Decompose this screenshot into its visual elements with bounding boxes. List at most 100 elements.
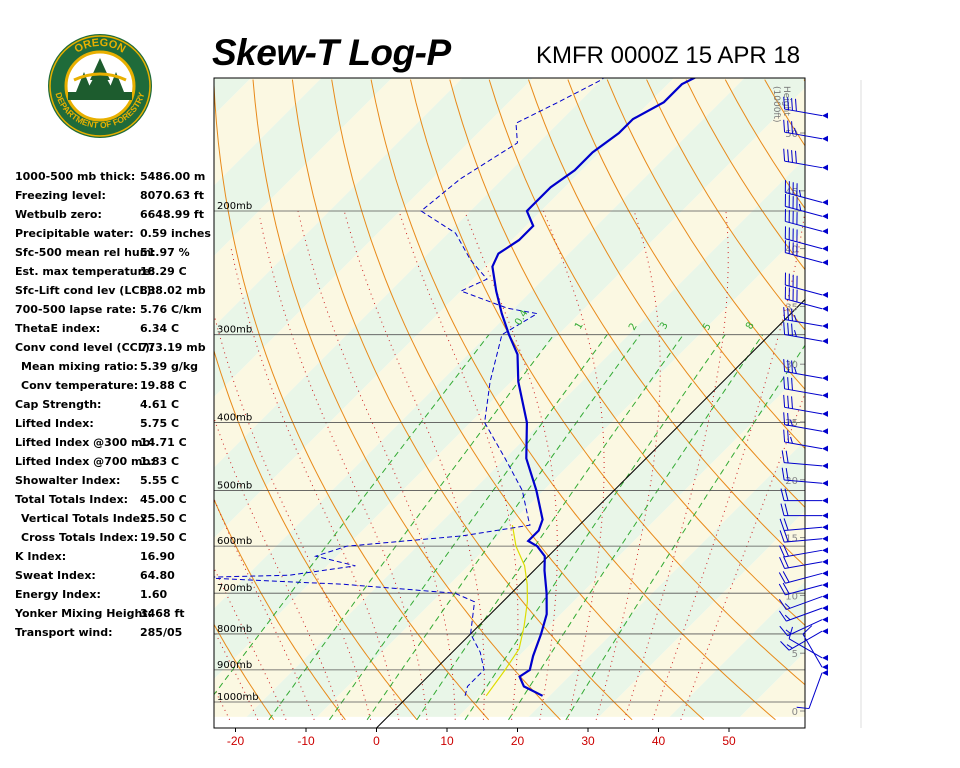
isotherm-band: [669, 581, 805, 717]
sounding-series: [214, 78, 697, 697]
moist-adiabat: [214, 566, 287, 720]
wind-barb-feather: [791, 150, 793, 163]
mixing-ratio-line: [366, 334, 641, 721]
dewpoint-trace: [214, 78, 605, 696]
height-tick-label: 35: [785, 302, 798, 313]
wind-barb-base: [822, 112, 828, 119]
wind-barb-staff: [784, 388, 823, 396]
x-tick-label: 20: [511, 734, 525, 748]
wind-barb-feather: [791, 308, 793, 321]
wind-barb-feather: [791, 377, 793, 391]
wind-barb-feather: [782, 571, 790, 583]
isotherm-band: [317, 228, 805, 717]
wind-barb-staff: [784, 561, 823, 569]
pressure-label: 500mb: [217, 481, 252, 492]
wind-barb-staff: [784, 441, 823, 450]
parcel-trace: [485, 524, 529, 697]
stat-row: Lifted Index: 5.75 C: [15, 414, 215, 433]
wind-barb-feather: [791, 98, 793, 111]
dry-adiabat: [488, 79, 805, 567]
wind-barb-staff: [784, 406, 823, 415]
height-axis-unit: (1000ft): [771, 86, 781, 122]
wind-barb-staff: [785, 572, 823, 584]
wind-barb-feather: [795, 150, 797, 164]
wind-barb-staff: [784, 526, 823, 532]
wind-barb-base: [822, 654, 828, 661]
wind-barb-base: [822, 547, 828, 554]
stat-label: Lifted Index:: [15, 417, 94, 430]
wind-barb: [779, 616, 828, 637]
wind-barb-feather: [788, 626, 793, 639]
height-tick-label: 10: [785, 591, 798, 602]
logo-outer-rim: [49, 35, 151, 137]
wind-barb-staff: [784, 462, 823, 467]
wind-barb-base: [822, 605, 828, 612]
stat-row: Lifted Index @700 mb: 1.83 C: [15, 452, 215, 471]
stat-value: 285/05: [140, 626, 183, 639]
wind-barb-feather: [783, 96, 786, 110]
dry-adiabat: [214, 349, 418, 721]
wind-barb-base: [822, 616, 828, 623]
wind-barb-base: [822, 570, 828, 577]
wind-barb-base: [822, 323, 828, 330]
wind-barb-feather: [787, 149, 790, 162]
x-tick-label: 30: [581, 734, 595, 748]
stat-row: Sfc-Lift cond lev (LCL): 838.02 mb: [15, 281, 215, 300]
dry-adiabat: [410, 79, 805, 686]
axis-labels: 1000mb 900mb 800mb 700mb 600mb 500mb 400mb 300m…: [217, 86, 805, 748]
wind-barb-feather: [783, 307, 786, 320]
wind-barb-base: [822, 428, 828, 435]
wind-barb-feather: [787, 395, 790, 409]
zero-isotherm: [375, 298, 805, 728]
dry-adiabat: [291, 79, 633, 721]
wind-barb-feather: [783, 322, 786, 335]
stat-row: Mean mixing ratio: 5.39 g/kg: [15, 357, 215, 376]
wind-barb-feather: [794, 314, 797, 322]
wind-barb-staff: [784, 424, 823, 432]
wind-barb-staff: [785, 205, 823, 217]
wind-barb-feather: [790, 419, 793, 427]
wind-barb-feather: [783, 376, 786, 389]
wind-barb-staff: [784, 479, 823, 484]
stat-row: 1000-500 mb thick: 5486.00 m: [15, 167, 215, 186]
stat-value: 18.29 C: [140, 265, 187, 278]
stat-value: 6648.99 ft: [140, 208, 204, 221]
wind-barb-base: [822, 445, 828, 452]
wind-barb-base: [822, 558, 828, 565]
wind-barb-feather: [778, 583, 786, 596]
wind-barb: [783, 412, 828, 435]
wind-barb-feather: [778, 599, 787, 610]
isotherm-band: [740, 652, 805, 717]
wind-barb: [781, 450, 828, 469]
wind-barb: [783, 394, 828, 417]
isotherm-band: [458, 370, 805, 717]
wind-barb-base: [822, 228, 828, 235]
stat-value: 64.80: [140, 569, 175, 582]
wind-barb-staff: [784, 370, 823, 379]
wind-barb-base: [822, 410, 828, 417]
wind-barb: [780, 488, 828, 504]
mixing-ratio-label: 3: [658, 320, 671, 331]
stat-value: 14.71 C: [140, 436, 187, 449]
wind-barb: [783, 359, 828, 382]
stat-label: Lifted Index @700 mb:: [15, 455, 155, 468]
wind-barb-feather: [783, 359, 786, 372]
wind-barb: [784, 272, 828, 298]
wind-barb-feather: [783, 518, 789, 531]
mixing-ratio-line: [416, 334, 684, 721]
stat-label: Transport wind:: [15, 626, 113, 639]
wind-barb-staff: [785, 220, 823, 232]
wind-barb-feather: [782, 582, 790, 595]
stat-row: K Index: 16.90: [15, 547, 215, 566]
wind-barb-feather: [779, 545, 786, 558]
height-tick-label: 5: [792, 649, 798, 660]
pressure-label: 300mb: [217, 325, 252, 336]
chart-title: Skew-T Log-P: [212, 32, 451, 73]
wind-barb-staff: [785, 298, 823, 310]
stat-value: 5.55 C: [140, 474, 180, 487]
stat-value: 773.19 mb: [140, 341, 206, 354]
x-tick-label: -10: [297, 734, 315, 748]
wind-barb: [780, 503, 828, 519]
wind-barb-feather: [785, 468, 789, 481]
